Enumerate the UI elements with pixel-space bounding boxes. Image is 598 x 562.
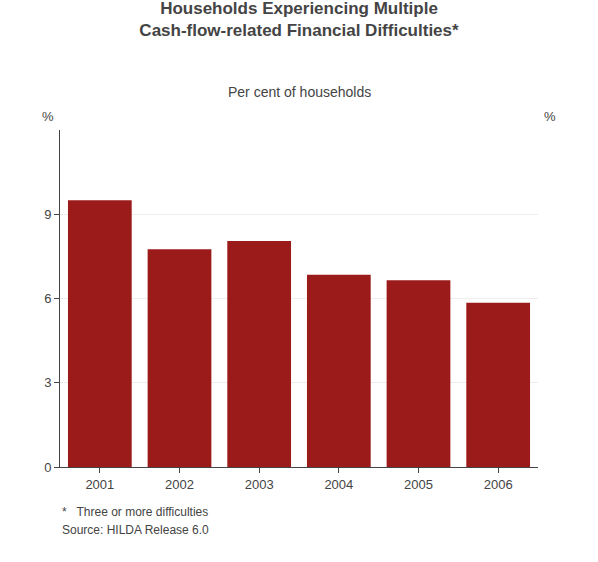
svg-text:9: 9 [44,207,51,222]
svg-text:Source: HILDA Release 6.0: Source: HILDA Release 6.0 [62,523,209,537]
svg-text:2004: 2004 [324,477,353,492]
svg-text:2001: 2001 [85,477,114,492]
svg-text:2003: 2003 [245,477,274,492]
svg-text:2005: 2005 [404,477,433,492]
svg-text:Households Experiencing Multip: Households Experiencing MultipleCash-flo… [139,0,459,40]
svg-text:%: % [544,109,556,124]
svg-text:Per cent of households: Per cent of households [228,84,371,100]
svg-text:* Three or more difficulties: * Three or more difficulties [62,505,208,519]
svg-text:6: 6 [44,291,51,306]
svg-text:%: % [42,109,54,124]
svg-text:2002: 2002 [165,477,194,492]
svg-text:3: 3 [44,375,51,390]
svg-text:0: 0 [44,460,51,475]
svg-text:2006: 2006 [484,477,513,492]
